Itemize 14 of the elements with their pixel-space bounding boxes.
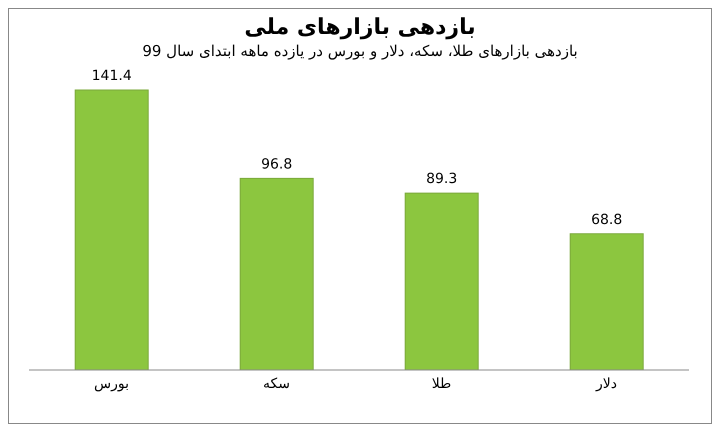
bar [74, 90, 149, 370]
chart-subtitle: بازدهی بازارهای طلا، سکه، دلار و بورس در یازده ماهه ابتدای سال 99 [141, 42, 579, 60]
x-tick-label: سکه [263, 376, 290, 392]
data-label: 141.4 [92, 68, 132, 84]
chart-title: بازدهی بازارهای ملی [243, 15, 477, 40]
bar [240, 178, 314, 370]
data-label: 68.8 [591, 212, 622, 228]
x-tick-label: بورس [94, 376, 129, 392]
data-label: 96.8 [261, 156, 292, 172]
bar [570, 233, 644, 370]
x-tick-label: طلا [432, 376, 452, 392]
data-label: 89.3 [426, 171, 458, 188]
x-tick-label: دلار [595, 376, 617, 392]
bar [404, 192, 479, 370]
